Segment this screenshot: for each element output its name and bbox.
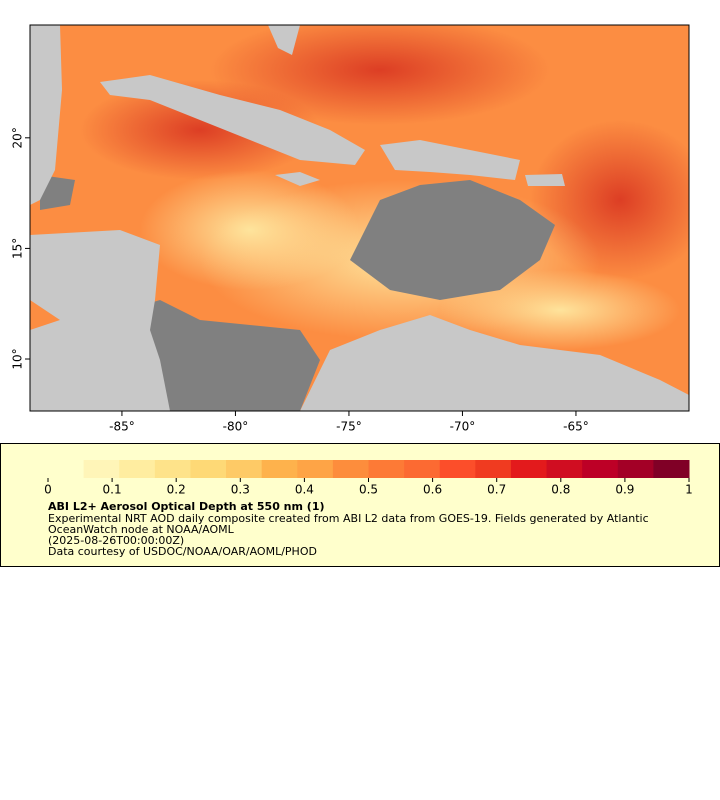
colorbar-swatch <box>439 460 476 478</box>
colorbar-tick-label: 1 <box>685 483 693 497</box>
colorbar-swatch <box>83 460 120 478</box>
x-tick-label: -70° <box>450 420 476 434</box>
colorbar-tick-label: 0.2 <box>167 483 186 497</box>
y-tick-label: 20° <box>11 127 25 148</box>
x-tick-label: -85° <box>109 420 135 434</box>
colorbar-tick-label: 0.3 <box>231 483 250 497</box>
colorbar-tick-label: 0.9 <box>615 483 634 497</box>
colorbar-swatch <box>617 460 654 478</box>
colorbar-tick-label: 0.8 <box>551 483 570 497</box>
x-tick-label: -75° <box>336 420 362 434</box>
colorbar-swatch <box>332 460 369 478</box>
colorbar-swatch <box>297 460 334 478</box>
colorbar-swatch <box>226 460 263 478</box>
colorbar-tick-label: 0.1 <box>103 483 122 497</box>
map-raster <box>30 25 689 411</box>
y-tick-label: 10° <box>11 348 25 369</box>
colorbar-swatch <box>154 460 191 478</box>
legend-title: ABI L2+ Aerosol Optical Depth at 550 nm … <box>48 500 325 513</box>
y-tick-label: 15° <box>11 238 25 259</box>
map-frame <box>29 24 690 412</box>
colorbar-swatch <box>510 460 548 478</box>
colorbar-swatch <box>119 460 156 478</box>
colorbar-tick-label: 0 <box>44 483 52 497</box>
colorbar-tick-label: 0.6 <box>423 483 442 497</box>
legend-line: Data courtesy of USDOC/NOAA/OAR/AOML/PHO… <box>48 545 317 558</box>
colorbar-swatch <box>653 460 690 478</box>
colorbar-swatch <box>261 460 298 478</box>
legend-line: (2025-08-26T00:00:00Z) <box>48 534 184 547</box>
legend-line: OceanWatch node at NOAA/AOML <box>48 523 235 536</box>
colorbar-swatch <box>582 460 619 478</box>
colorbar-swatch <box>546 460 583 478</box>
x-tick-label: -65° <box>563 420 589 434</box>
colorbar-tick-label: 0.5 <box>359 483 378 497</box>
colorbar-tick-label: 0.4 <box>295 483 314 497</box>
colorbar-swatch <box>190 460 227 478</box>
colorbar-swatch <box>404 460 441 478</box>
x-tick-label: -80° <box>223 420 249 434</box>
colorbar-tick-label: 0.7 <box>487 483 506 497</box>
legend-line: Experimental NRT AOD daily composite cre… <box>48 512 649 525</box>
colorbar-swatch <box>368 460 405 478</box>
colorbar-swatch <box>48 460 85 478</box>
colorbar-swatch <box>475 460 512 478</box>
